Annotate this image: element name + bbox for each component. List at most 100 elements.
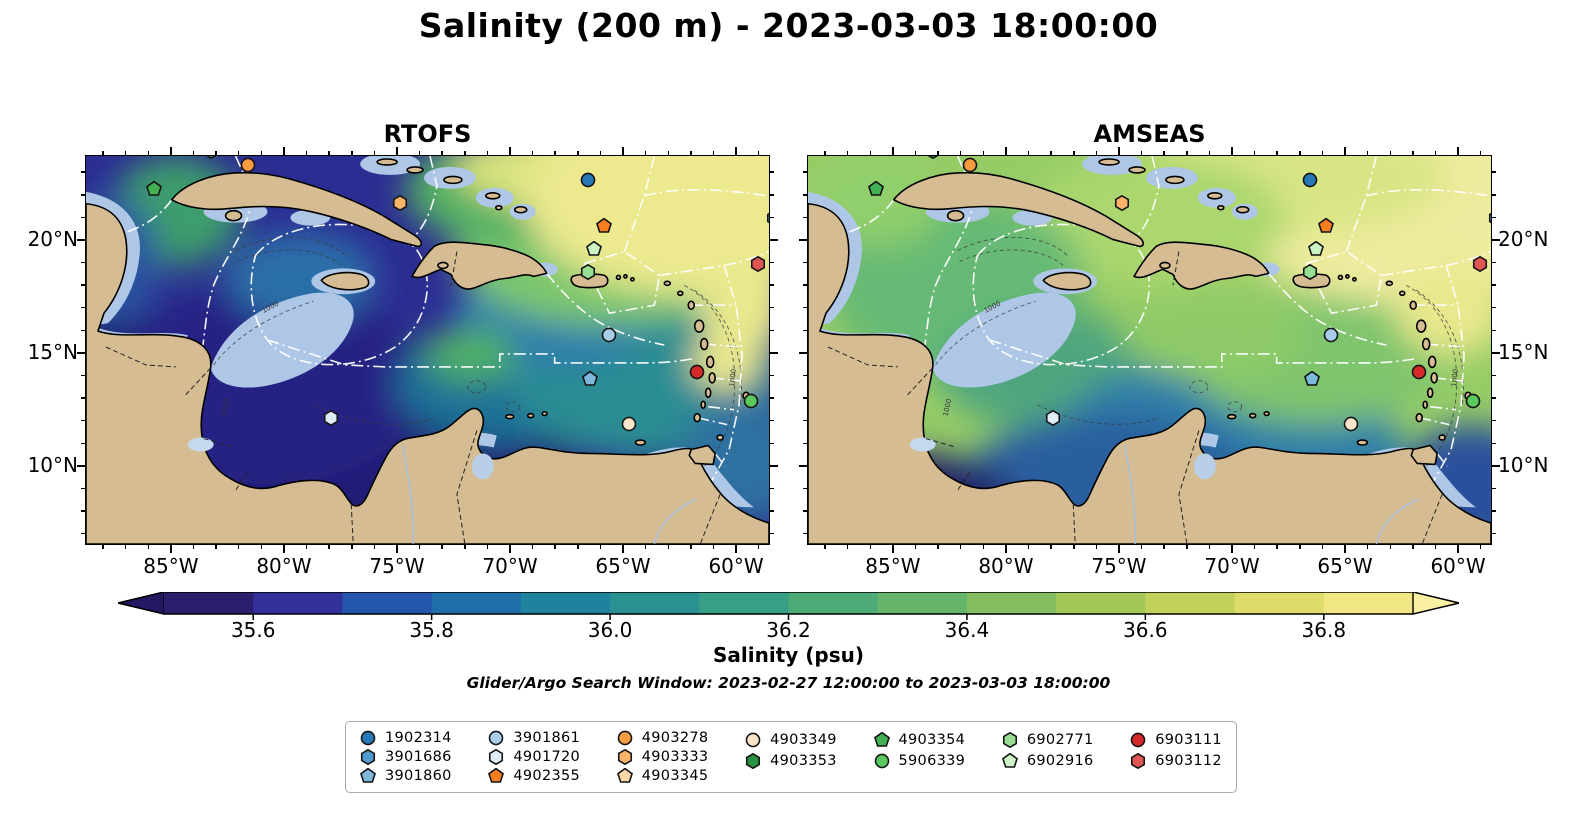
axis-tick <box>1163 151 1165 155</box>
axis-tick <box>770 352 778 354</box>
axis-tick <box>328 151 330 155</box>
axis-tick <box>1253 151 1256 155</box>
axis-tick <box>770 216 774 219</box>
axis-tick <box>124 545 127 549</box>
map-panel-amseas: 1000 1000 1000 1000 <box>807 155 1492 545</box>
legend-float-id: 4901720 <box>513 749 581 765</box>
circle-marker-icon <box>360 730 376 746</box>
axis-tick <box>803 216 807 219</box>
axis-tick <box>1095 151 1098 155</box>
axis-tick <box>1492 284 1496 286</box>
axis-tick <box>914 545 917 549</box>
axis-tick <box>1492 374 1496 377</box>
axis-tick <box>1457 147 1459 155</box>
axis-tick <box>770 329 774 332</box>
axis-tick <box>914 151 917 155</box>
legend-float-id: 6902771 <box>1026 731 1094 748</box>
axis-tick <box>1208 151 1211 155</box>
axis-tick <box>441 545 443 549</box>
legend-column: 4903278 4903333 4903345 <box>616 729 709 785</box>
axis-tick <box>1276 151 1278 155</box>
axis-tick <box>1027 545 1030 549</box>
axis-tick <box>77 239 85 241</box>
legend-float-id: 5906339 <box>898 752 966 769</box>
search-window-note: Glider/Argo Search Window: 2023-02-27 12… <box>466 674 1111 692</box>
axis-tick <box>509 147 511 155</box>
legend-item-4903354: 4903354 <box>873 729 966 750</box>
axis-tick <box>770 510 774 512</box>
axis-tick <box>1073 545 1075 549</box>
legend-column: 3901861 4901720 4902355 <box>488 729 580 785</box>
axis-tick <box>770 261 774 264</box>
axis-tick <box>1366 151 1369 155</box>
legend-float-id: 6903111 <box>1155 731 1222 748</box>
axis-tick <box>937 151 939 155</box>
panel-title-rtofs: RTOFS <box>383 120 472 148</box>
axis-tick <box>803 171 807 173</box>
legend-item-4903349: 4903349 <box>745 729 837 750</box>
x-tick-label: 60°W <box>1430 554 1486 578</box>
colorbar-label: Salinity (psu) <box>712 643 864 667</box>
axis-tick <box>1163 545 1165 549</box>
axis-tick <box>531 151 534 155</box>
x-tick-label: 75°W <box>1091 554 1147 578</box>
axis-tick <box>1186 151 1188 155</box>
legend-item-4901720: 4901720 <box>488 748 580 767</box>
axis-tick <box>1253 545 1256 549</box>
panel-title-amseas: AMSEAS <box>1093 120 1206 148</box>
axis-tick <box>1027 151 1030 155</box>
axis-tick <box>803 374 807 377</box>
axis-tick <box>1434 151 1437 155</box>
axis-tick <box>622 147 624 155</box>
axis-tick <box>1492 171 1496 173</box>
axis-tick <box>260 151 263 155</box>
axis-tick <box>1073 151 1075 155</box>
svg-text:1000: 1000 <box>1450 369 1460 387</box>
axis-tick <box>770 419 774 422</box>
axis-tick <box>1492 465 1500 467</box>
axis-tick <box>1321 545 1324 549</box>
axis-tick <box>803 397 807 399</box>
x-tick-label: 70°W <box>482 554 538 578</box>
axis-tick <box>192 545 195 549</box>
x-tick-label: 75°W <box>369 554 425 578</box>
hexagon-marker-icon <box>1130 752 1146 769</box>
circle-marker-icon <box>617 730 633 746</box>
x-tick-label: 80°W <box>256 554 312 578</box>
axis-tick <box>1389 151 1392 155</box>
legend-column: 6902771 6902916 <box>1001 729 1094 785</box>
colorbar-tick-label: 36.8 <box>1301 618 1347 642</box>
figure-title: Salinity (200 m) - 2023-03-03 18:00:00 <box>418 6 1159 45</box>
legend-float-id: 4902355 <box>513 767 581 784</box>
axis-tick <box>554 151 556 155</box>
axis-tick <box>1208 545 1211 549</box>
axis-tick <box>170 147 172 155</box>
circle-marker-icon <box>1130 732 1146 748</box>
axis-tick <box>712 545 715 549</box>
axis-tick <box>1095 545 1098 549</box>
axis-tick <box>799 352 807 354</box>
axis-tick <box>770 239 778 241</box>
axis-tick <box>770 171 774 173</box>
axis-tick <box>735 545 737 553</box>
colorbar-tick-label: 35.6 <box>230 618 276 642</box>
axis-tick <box>328 545 330 549</box>
axis-tick <box>77 352 85 354</box>
axis-tick <box>260 545 263 549</box>
axis-tick <box>81 284 85 286</box>
axis-tick <box>351 545 353 549</box>
axis-tick <box>1118 147 1120 155</box>
axis-tick <box>770 397 774 399</box>
axis-tick <box>757 151 760 155</box>
axis-tick <box>1299 151 1301 155</box>
axis-tick <box>1005 545 1007 553</box>
colorbar-bar <box>117 591 1460 620</box>
axis-tick <box>690 545 692 549</box>
axis-tick <box>1412 151 1414 155</box>
axis-tick <box>770 532 774 535</box>
axis-tick <box>1434 545 1437 549</box>
axis-tick <box>441 151 443 155</box>
legend-item-4903333: 4903333 <box>617 748 709 767</box>
legend-float-id: 4903345 <box>641 767 709 784</box>
